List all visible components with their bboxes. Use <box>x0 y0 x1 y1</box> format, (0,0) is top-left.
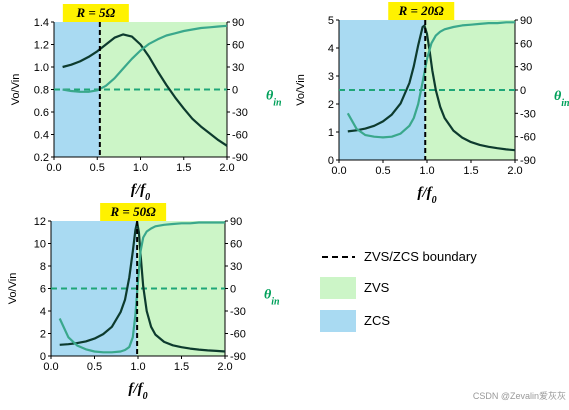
x-tick-label: 0.5 <box>375 165 390 177</box>
y-tick-label: 6 <box>40 284 46 296</box>
x-tick-label: 1.5 <box>463 165 478 177</box>
x-tick-label: 0.5 <box>87 361 102 373</box>
y2-tick-label: -90 <box>232 152 248 164</box>
x-tick-label: 1.5 <box>176 162 191 174</box>
y2-tick-label: 30 <box>520 62 532 74</box>
x-tick-label: 2.0 <box>217 361 232 373</box>
x-axis-title: f/f0 <box>131 182 150 203</box>
legend-zcs-swatch <box>320 310 356 332</box>
legend-zvs-label: ZVS <box>364 280 390 295</box>
x-tick-label: 1.0 <box>133 162 148 174</box>
resistance-label-bg <box>100 203 167 221</box>
y-tick-label: 0.4 <box>34 130 49 142</box>
y2-tick-label: -60 <box>232 130 248 142</box>
x-axis-title-subscript: 0 <box>432 195 437 206</box>
x-axis-title-subscript: 0 <box>143 391 148 402</box>
y2-tick-label: -30 <box>520 108 536 120</box>
y2-tick-label: 60 <box>232 40 244 52</box>
y2-tick-label: -90 <box>230 351 246 363</box>
y2-tick-label: -30 <box>232 107 248 119</box>
x-tick-label: 1.0 <box>419 165 434 177</box>
x-tick-label: 1.5 <box>174 361 189 373</box>
theta-label: θin <box>264 288 280 308</box>
y2-tick-label: 90 <box>520 15 532 27</box>
y-tick-label: 8 <box>40 261 46 273</box>
x-tick-label: 0.0 <box>46 162 61 174</box>
y2-tick-label: 0 <box>232 85 238 97</box>
y-tick-label: 3 <box>328 71 334 83</box>
resistance-label: R = 5Ω <box>75 5 115 20</box>
y-tick-label: 5 <box>328 15 334 27</box>
y2-tick-label: 60 <box>230 239 242 251</box>
phase-series-line <box>62 24 228 93</box>
y2-tick-label: 30 <box>230 261 242 273</box>
theta-label: θin <box>554 89 569 109</box>
theta-label-subscript: in <box>561 98 569 109</box>
y-tick-label: 0.8 <box>34 85 49 97</box>
y-axis-title: Vo/Vin <box>7 273 19 305</box>
phase-series-line <box>58 221 225 354</box>
chart-r5: 0.0 0.5 1.0 1.5 2.0 0.2 0.4 0.6 0.8 1.0 1.2 1.4 -90 -… <box>10 4 282 203</box>
resistance-label-bg <box>62 4 129 22</box>
resistance-label-bg <box>388 2 455 20</box>
gain-series-line <box>59 221 226 353</box>
y-tick-label: 4 <box>328 43 334 55</box>
theta-label: θin <box>266 89 282 109</box>
y2-tick-label: -60 <box>520 132 536 144</box>
y-tick-label: 1.0 <box>34 62 49 74</box>
x-tick-label: 2.0 <box>219 162 234 174</box>
y2-tick-label: 30 <box>232 62 244 74</box>
y-tick-label: 0 <box>40 351 46 363</box>
y2-tick-label: 0 <box>230 284 236 296</box>
x-tick-label: 0.5 <box>90 162 105 174</box>
legend-zvs-swatch <box>320 277 356 299</box>
resistance-label: R = 50Ω <box>109 204 156 219</box>
y2-tick-label: -90 <box>520 155 536 167</box>
gain-series-line <box>62 33 228 147</box>
x-axis-title: f/f0 <box>128 381 147 402</box>
chart-r50: 0.0 0.5 1.0 1.5 2.0 0 2 4 6 8 10 12 -90 -60 -30 0 30 60 90… <box>7 203 280 402</box>
phase-series-line <box>346 21 515 139</box>
y2-tick-label: -30 <box>230 306 246 318</box>
x-tick-label: 0.0 <box>43 361 58 373</box>
y-tick-label: 1.4 <box>34 17 49 29</box>
y-tick-label: 0.6 <box>34 107 49 119</box>
legend: ZVS/ZCS boundary ZVS ZCS <box>320 249 477 332</box>
y-tick-label: 1.2 <box>34 40 49 52</box>
y-tick-label: 0 <box>328 155 334 167</box>
y2-tick-label: 90 <box>230 216 242 228</box>
x-axis-title: f/f0 <box>417 185 436 206</box>
watermark: CSDN @Zevalin爱灰灰 <box>473 390 566 401</box>
y-tick-label: 2 <box>40 329 46 341</box>
y2-tick-label: 0 <box>520 85 526 97</box>
y-axis-title: Vo/Vin <box>295 74 307 106</box>
y-tick-label: 10 <box>34 239 46 251</box>
y-tick-label: 2 <box>328 99 334 111</box>
x-tick-label: 1.0 <box>130 361 145 373</box>
y-tick-label: 4 <box>40 306 46 318</box>
chart-r20: 0.0 0.5 1.0 1.5 2.0 0 1 2 3 4 5 -90 -60 -30 0 30 60 90 Vo/… <box>295 2 569 206</box>
resistance-label: R = 20Ω <box>398 3 445 18</box>
x-tick-label: 2.0 <box>507 165 522 177</box>
gain-series-line <box>347 24 516 152</box>
y-tick-label: 12 <box>34 216 46 228</box>
x-tick-label: 0.0 <box>331 165 346 177</box>
y2-tick-label: -60 <box>230 329 246 341</box>
theta-label-subscript: in <box>273 97 282 108</box>
y-tick-label: 1 <box>328 127 334 139</box>
y-axis-title: Vo/Vin <box>10 74 22 106</box>
legend-zcs-label: ZCS <box>364 313 390 328</box>
y-tick-label: 0.2 <box>34 152 49 164</box>
x-axis-title-subscript: 0 <box>145 192 150 203</box>
theta-label-subscript: in <box>271 296 280 307</box>
y2-tick-label: 60 <box>520 38 532 50</box>
legend-boundary-label: ZVS/ZCS boundary <box>364 249 477 264</box>
y2-tick-label: 90 <box>232 17 244 29</box>
